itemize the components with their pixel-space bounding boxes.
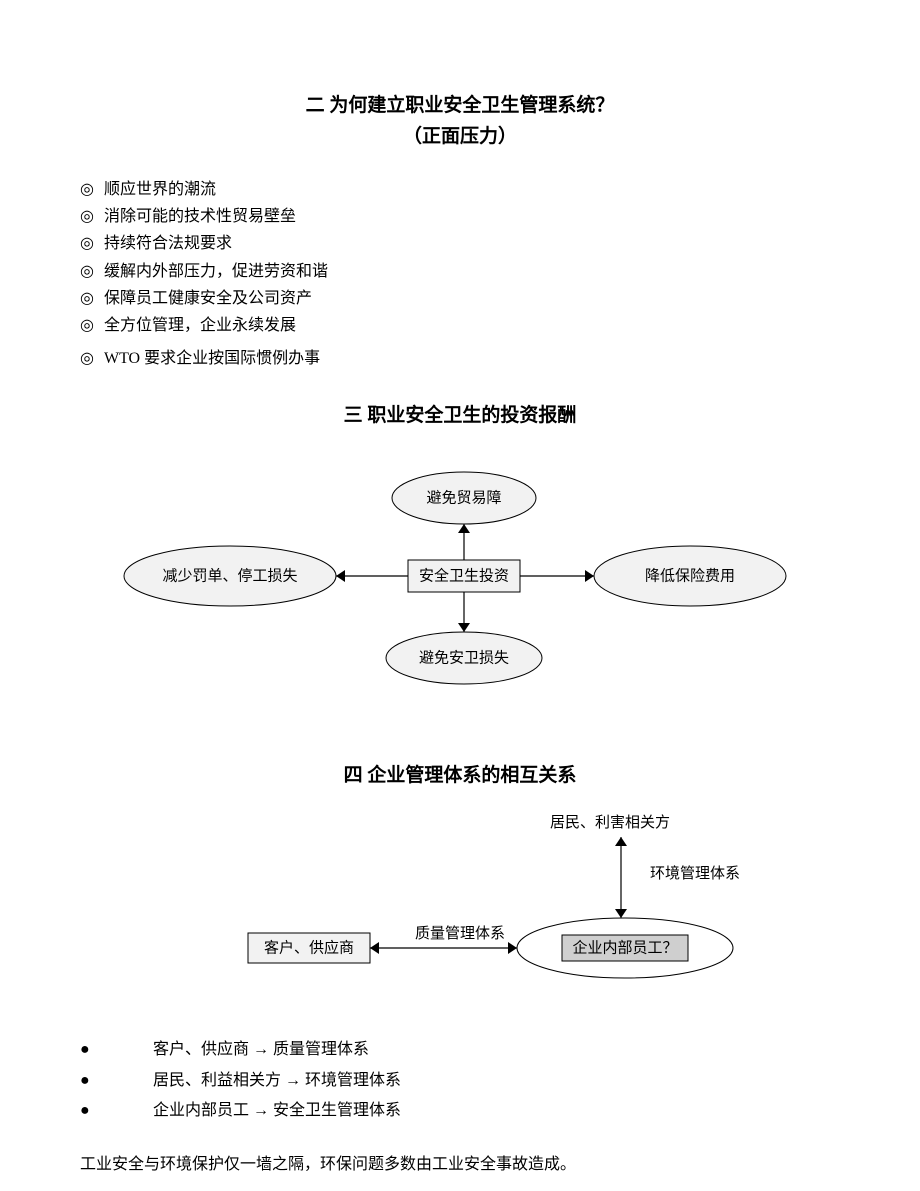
- closing-paragraph: 工业安全与环境保护仅一墙之隔，环保问题多数由工业安全事故造成。: [80, 1151, 840, 1178]
- svg-text:环境管理体系: 环境管理体系: [650, 864, 740, 882]
- bullet-marker-icon: ●: [80, 1066, 98, 1096]
- list-item-text: 企业内部员工 → 安全卫生管理体系: [98, 1096, 401, 1126]
- list-item-text: 持续符合法规要求: [104, 230, 232, 257]
- bullet-marker-icon: ◎: [80, 258, 94, 285]
- bullet-marker-icon: ◎: [80, 176, 94, 203]
- bullet-marker-icon: ◎: [80, 312, 94, 339]
- list-item-text: 客户、供应商 → 质量管理体系: [98, 1035, 369, 1065]
- section-4-heading: 四 企业管理体系的相互关系: [80, 760, 840, 787]
- list-item: ●企业内部员工 → 安全卫生管理体系: [80, 1096, 840, 1126]
- bullet-marker-icon: ◎: [80, 285, 94, 312]
- svg-text:企业内部员工？: 企业内部员工？: [572, 939, 677, 957]
- bullet-marker-icon: ●: [80, 1096, 98, 1126]
- list-item: ◎ WTO 要求企业按国际惯例办事: [80, 345, 840, 372]
- bullet-marker-icon: ●: [80, 1035, 98, 1065]
- svg-text:质量管理体系: 质量管理体系: [415, 925, 505, 942]
- bullet-marker-icon: ◎: [80, 230, 94, 257]
- svg-text:客户、供应商: 客户、供应商: [264, 939, 354, 957]
- list-item-text: 缓解内外部压力，促进劳资和谐: [104, 258, 328, 285]
- section-3-diagram: 避免贸易障减少罚单、停工损失 降低保险费用避免安卫损失安全卫生投资: [80, 445, 840, 705]
- diagram-management-relations: 客户、供应商 企业内部员工？ 居民、利害相关方环境管理体系质量管理体系: [80, 805, 840, 1005]
- list-item-text: 顺应世界的潮流: [104, 176, 216, 203]
- list-item: ◎ 保障员工健康安全及公司资产: [80, 285, 840, 312]
- svg-text:减少罚单、停工损失: 减少罚单、停工损失: [162, 568, 297, 585]
- bullet-marker-icon: ◎: [80, 345, 94, 372]
- bullet-marker-icon: ◎: [80, 203, 94, 230]
- svg-text:居民、利害相关方: 居民、利害相关方: [550, 814, 670, 831]
- list-item: ◎ 全方位管理，企业永续发展: [80, 312, 840, 339]
- list-item: ◎ 持续符合法规要求: [80, 230, 840, 257]
- section-3-heading: 三 职业安全卫生的投资报酬: [80, 400, 840, 427]
- list-item: ●居民、利益相关方 → 环境管理体系: [80, 1066, 840, 1096]
- list-item-text: 消除可能的技术性贸易壁垒: [104, 203, 296, 230]
- list-item: ◎ 顺应世界的潮流: [80, 176, 840, 203]
- list-item-text: 保障员工健康安全及公司资产: [104, 285, 312, 312]
- svg-text:安全卫生投资: 安全卫生投资: [419, 567, 509, 585]
- section-4-bullet-list: ●客户、供应商 → 质量管理体系●居民、利益相关方 → 环境管理体系●企业内部员…: [80, 1035, 840, 1126]
- list-item-text: WTO 要求企业按国际惯例办事: [104, 345, 320, 372]
- section-2-subheading: （正面压力）: [80, 121, 840, 148]
- list-item-text: 全方位管理，企业永续发展: [104, 312, 296, 339]
- list-item: ◎ 消除可能的技术性贸易壁垒: [80, 203, 840, 230]
- diagram-investment-return: 避免贸易障减少罚单、停工损失 降低保险费用避免安卫损失安全卫生投资: [80, 445, 840, 705]
- section-2-heading: 二 为何建立职业安全卫生管理系统？: [80, 90, 840, 117]
- section-2-bullet-list: ◎ 顺应世界的潮流 ◎ 消除可能的技术性贸易壁垒 ◎ 持续符合法规要求 ◎ 缓解内外部压力，促…: [80, 176, 840, 372]
- svg-text:避免贸易障: 避免贸易障: [426, 489, 501, 507]
- list-item: ◎ 缓解内外部压力，促进劳资和谐: [80, 258, 840, 285]
- list-item-text: 居民、利益相关方 → 环境管理体系: [98, 1066, 401, 1096]
- list-item: ●客户、供应商 → 质量管理体系: [80, 1035, 840, 1065]
- svg-text:避免安卫损失: 避免安卫损失: [419, 650, 509, 667]
- svg-text:降低保险费用: 降低保险费用: [645, 568, 735, 585]
- section-4-diagram: 客户、供应商 企业内部员工？ 居民、利害相关方环境管理体系质量管理体系: [80, 805, 840, 1005]
